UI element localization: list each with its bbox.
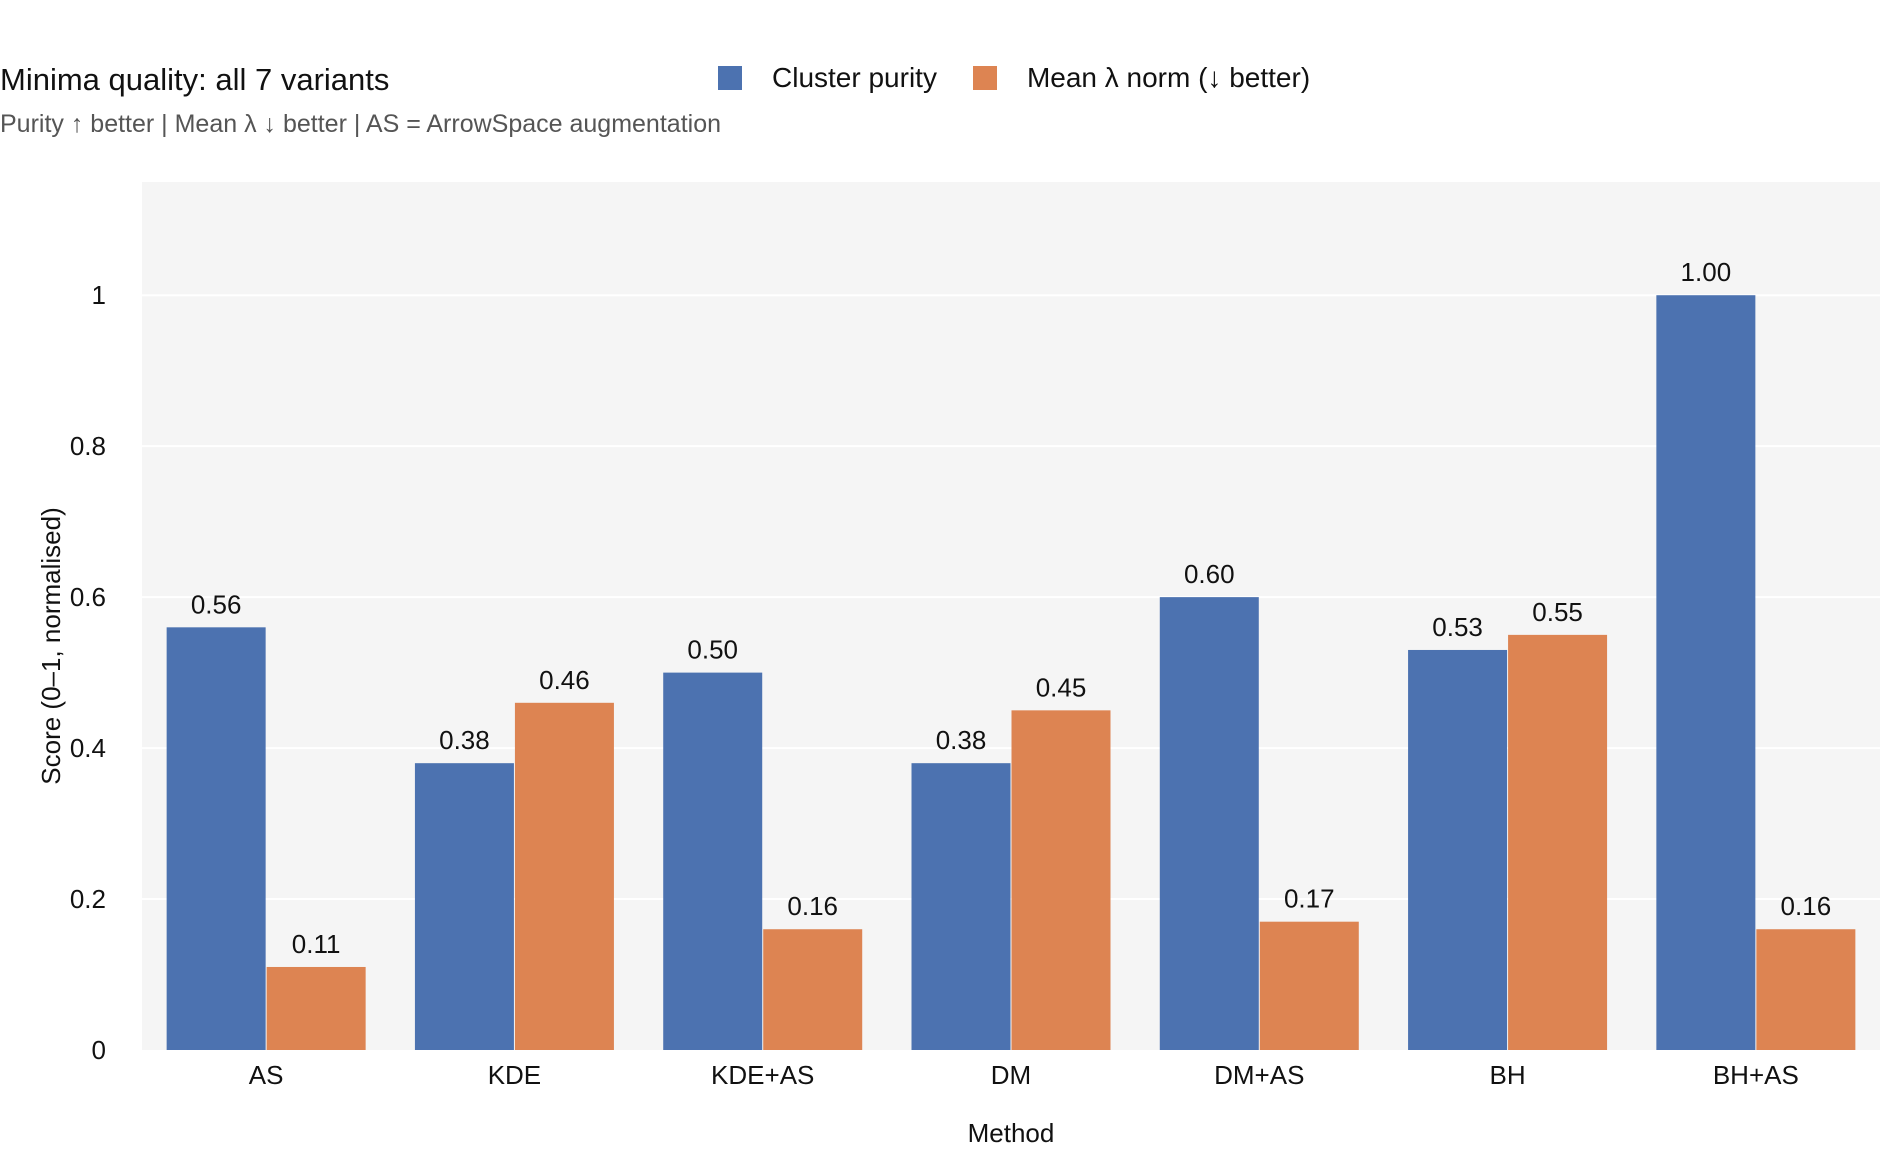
legend: Cluster purity Mean λ norm (↓ better) xyxy=(718,62,1346,94)
bar-value-label: 0.38 xyxy=(439,725,490,755)
bar-value-label: 0.17 xyxy=(1284,884,1335,914)
legend-swatch-mean-lambda xyxy=(972,66,997,90)
x-axis-title: Method xyxy=(968,1118,1055,1148)
bar-cluster-purity-dm-plus-as[interactable] xyxy=(1159,597,1259,1050)
x-tick-label: BH+AS xyxy=(1713,1060,1799,1090)
bar-value-label: 0.38 xyxy=(936,725,987,755)
y-tick-label: 0.4 xyxy=(70,733,106,763)
bar-cluster-purity-kde-plus-as[interactable] xyxy=(663,672,763,1050)
chart-subtitle: Purity ↑ better | Mean λ ↓ better | AS =… xyxy=(0,110,721,138)
legend-label-mean-lambda: Mean λ norm (↓ better) xyxy=(1026,62,1311,93)
y-tick-label: 0.6 xyxy=(70,582,106,612)
legend-item-mean-lambda[interactable]: Mean λ norm (↓ better) xyxy=(972,62,1311,94)
bar-value-label: 0.16 xyxy=(1781,891,1832,921)
bar-value-label: 0.55 xyxy=(1532,597,1583,627)
bar-cluster-purity-bh[interactable] xyxy=(1408,649,1508,1050)
bar-mean-lambda-kde[interactable] xyxy=(514,702,614,1050)
bar-value-label: 0.45 xyxy=(1036,672,1087,702)
bar-labels: 0.56 0.11 0.38 0.46 0.50 0.16 0.38 0.45 0.60 0.17… xyxy=(191,257,1831,959)
bar-cluster-purity-dm[interactable] xyxy=(911,763,1011,1050)
y-tick-label: 0 xyxy=(92,1035,106,1065)
bar-value-label: 1.00 xyxy=(1681,257,1732,287)
legend-swatch-cluster-purity xyxy=(718,66,742,90)
bar-value-label: 0.11 xyxy=(292,929,341,959)
y-axis-ticks: 0 0.2 0.4 0.6 0.8 1 xyxy=(70,280,106,1065)
x-tick-label: DM+AS xyxy=(1214,1060,1304,1090)
bar-value-label: 0.56 xyxy=(191,589,242,619)
legend-item-cluster-purity[interactable]: Cluster purity xyxy=(718,62,937,94)
y-tick-label: 0.8 xyxy=(70,431,106,461)
bar-cluster-purity-as[interactable] xyxy=(166,627,266,1050)
bar-value-label: 0.50 xyxy=(687,635,738,665)
x-axis-ticks: AS KDE KDE+AS DM DM+AS BH BH+AS xyxy=(249,1060,1799,1090)
bar-cluster-purity-kde[interactable] xyxy=(414,763,514,1050)
bar-value-label: 0.60 xyxy=(1184,559,1235,589)
x-tick-label: BH xyxy=(1490,1060,1526,1090)
x-tick-label: KDE xyxy=(488,1060,541,1090)
bar-value-label: 0.16 xyxy=(787,891,838,921)
x-tick-label: AS xyxy=(249,1060,284,1090)
bar-mean-lambda-bh-plus-as[interactable] xyxy=(1756,929,1856,1050)
bar-value-label: 0.46 xyxy=(539,665,590,695)
bar-mean-lambda-dm-plus-as[interactable] xyxy=(1259,921,1359,1050)
bar-mean-lambda-kde-plus-as[interactable] xyxy=(763,929,863,1050)
y-tick-label: 1 xyxy=(92,280,106,310)
bar-mean-lambda-dm[interactable] xyxy=(1011,710,1111,1050)
y-tick-label: 0.2 xyxy=(70,884,106,914)
y-axis-title: Score (0–1, normalised) xyxy=(36,507,66,784)
bars xyxy=(166,295,1856,1050)
legend-label-cluster-purity: Cluster purity xyxy=(772,62,937,93)
x-tick-label: DM xyxy=(991,1060,1031,1090)
chart-title: Minima quality: all 7 variants xyxy=(0,62,390,97)
bar-cluster-purity-bh-plus-as[interactable] xyxy=(1656,295,1756,1050)
x-tick-label: KDE+AS xyxy=(711,1060,814,1090)
bar-mean-lambda-bh[interactable] xyxy=(1508,634,1608,1050)
bar-value-label: 0.53 xyxy=(1432,612,1483,642)
plot-area xyxy=(142,182,1880,1050)
bar-mean-lambda-as[interactable] xyxy=(266,966,366,1050)
